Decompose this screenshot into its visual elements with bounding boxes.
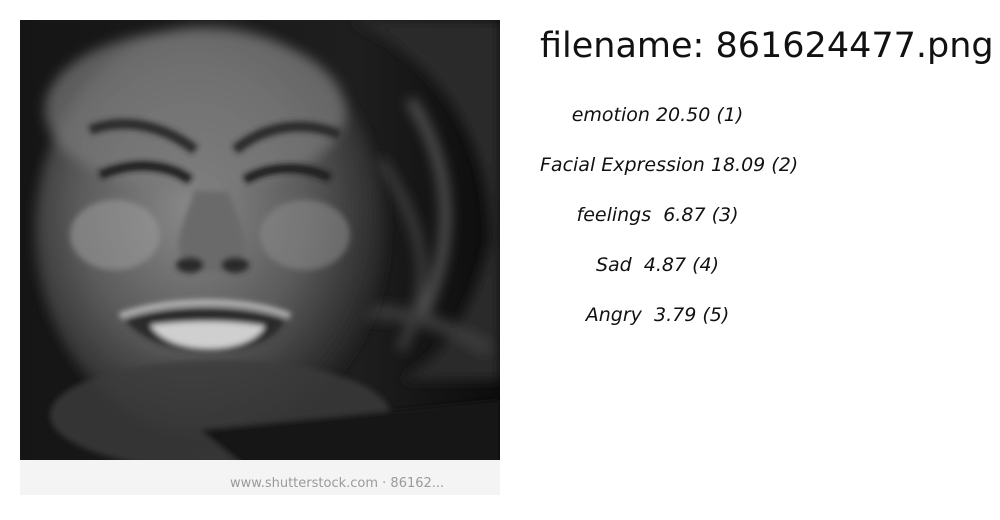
tag-list: emotion 20.50 (1) Facial Expression 18.0… [540,104,799,354]
tag-item: Angry 3.79 (5) [585,304,730,326]
tag-item: Facial Expression 18.09 (2) [540,154,799,176]
tag-item: Sad 4.87 (4) [595,254,720,276]
face-photo: www.shutterstock.com · 86162... [20,20,500,495]
tag-item: feelings 6.87 (3) [576,204,739,226]
filename-title: filename: 861624477.png [540,26,994,66]
tag-item: emotion 20.50 (1) [571,104,744,126]
watermark-text: www.shutterstock.com · 86162... [230,476,444,491]
face-photo-graphic: www.shutterstock.com · 86162... [20,20,500,495]
info-panel: filename: 861624477.png emotion 20.50 (1… [540,22,994,354]
